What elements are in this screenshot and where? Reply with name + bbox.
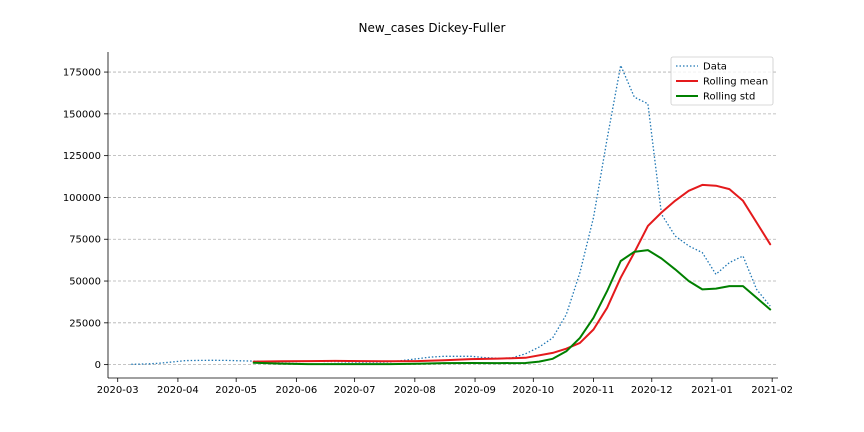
legend: Data Rolling mean Rolling std (670, 56, 774, 106)
series-layer (131, 64, 772, 366)
legend-label-data: Data (703, 62, 727, 73)
y-tick-label: 0 (95, 360, 101, 371)
y-tick-label: 100000 (63, 193, 101, 204)
y-tick-label: 50000 (69, 277, 101, 288)
x-tick-label: 2021-02 (751, 385, 793, 396)
x-tick-label: 2020-12 (631, 385, 673, 396)
y-tick-label: 75000 (69, 235, 101, 246)
x-tick-label: 2020-04 (157, 385, 199, 396)
grid (108, 71, 778, 366)
x-tick-label: 2020-11 (573, 385, 615, 396)
y-tick-label: 175000 (63, 68, 101, 79)
x-tick-label: 2020-05 (215, 385, 257, 396)
y-tick-label: 25000 (69, 318, 101, 329)
x-tick-label: 2020-03 (97, 385, 139, 396)
x-tick-label: 2020-07 (334, 385, 376, 396)
legend-label-rolling-mean: Rolling mean (703, 77, 768, 88)
y-tick-label: 150000 (63, 109, 101, 120)
y-tick-label: 125000 (63, 151, 101, 162)
x-tick-label: 2020-10 (512, 385, 554, 396)
series-line-rolling-mean (252, 183, 772, 363)
x-tick-label: 2020-09 (454, 385, 496, 396)
x-tick-label: 2020-08 (394, 385, 436, 396)
series-line-rolling-std (252, 249, 772, 366)
chart-title: New_cases Dickey-Fuller (359, 21, 506, 35)
axes: 0 25000 50000 75000 100000 125000 150000 175000… (63, 52, 793, 396)
series-line-data (131, 64, 771, 365)
legend-box (670, 56, 774, 106)
x-tick-label: 2020-06 (275, 385, 317, 396)
legend-label-rolling-std: Rolling std (703, 92, 755, 103)
x-tick-label: 2021-01 (691, 385, 733, 396)
